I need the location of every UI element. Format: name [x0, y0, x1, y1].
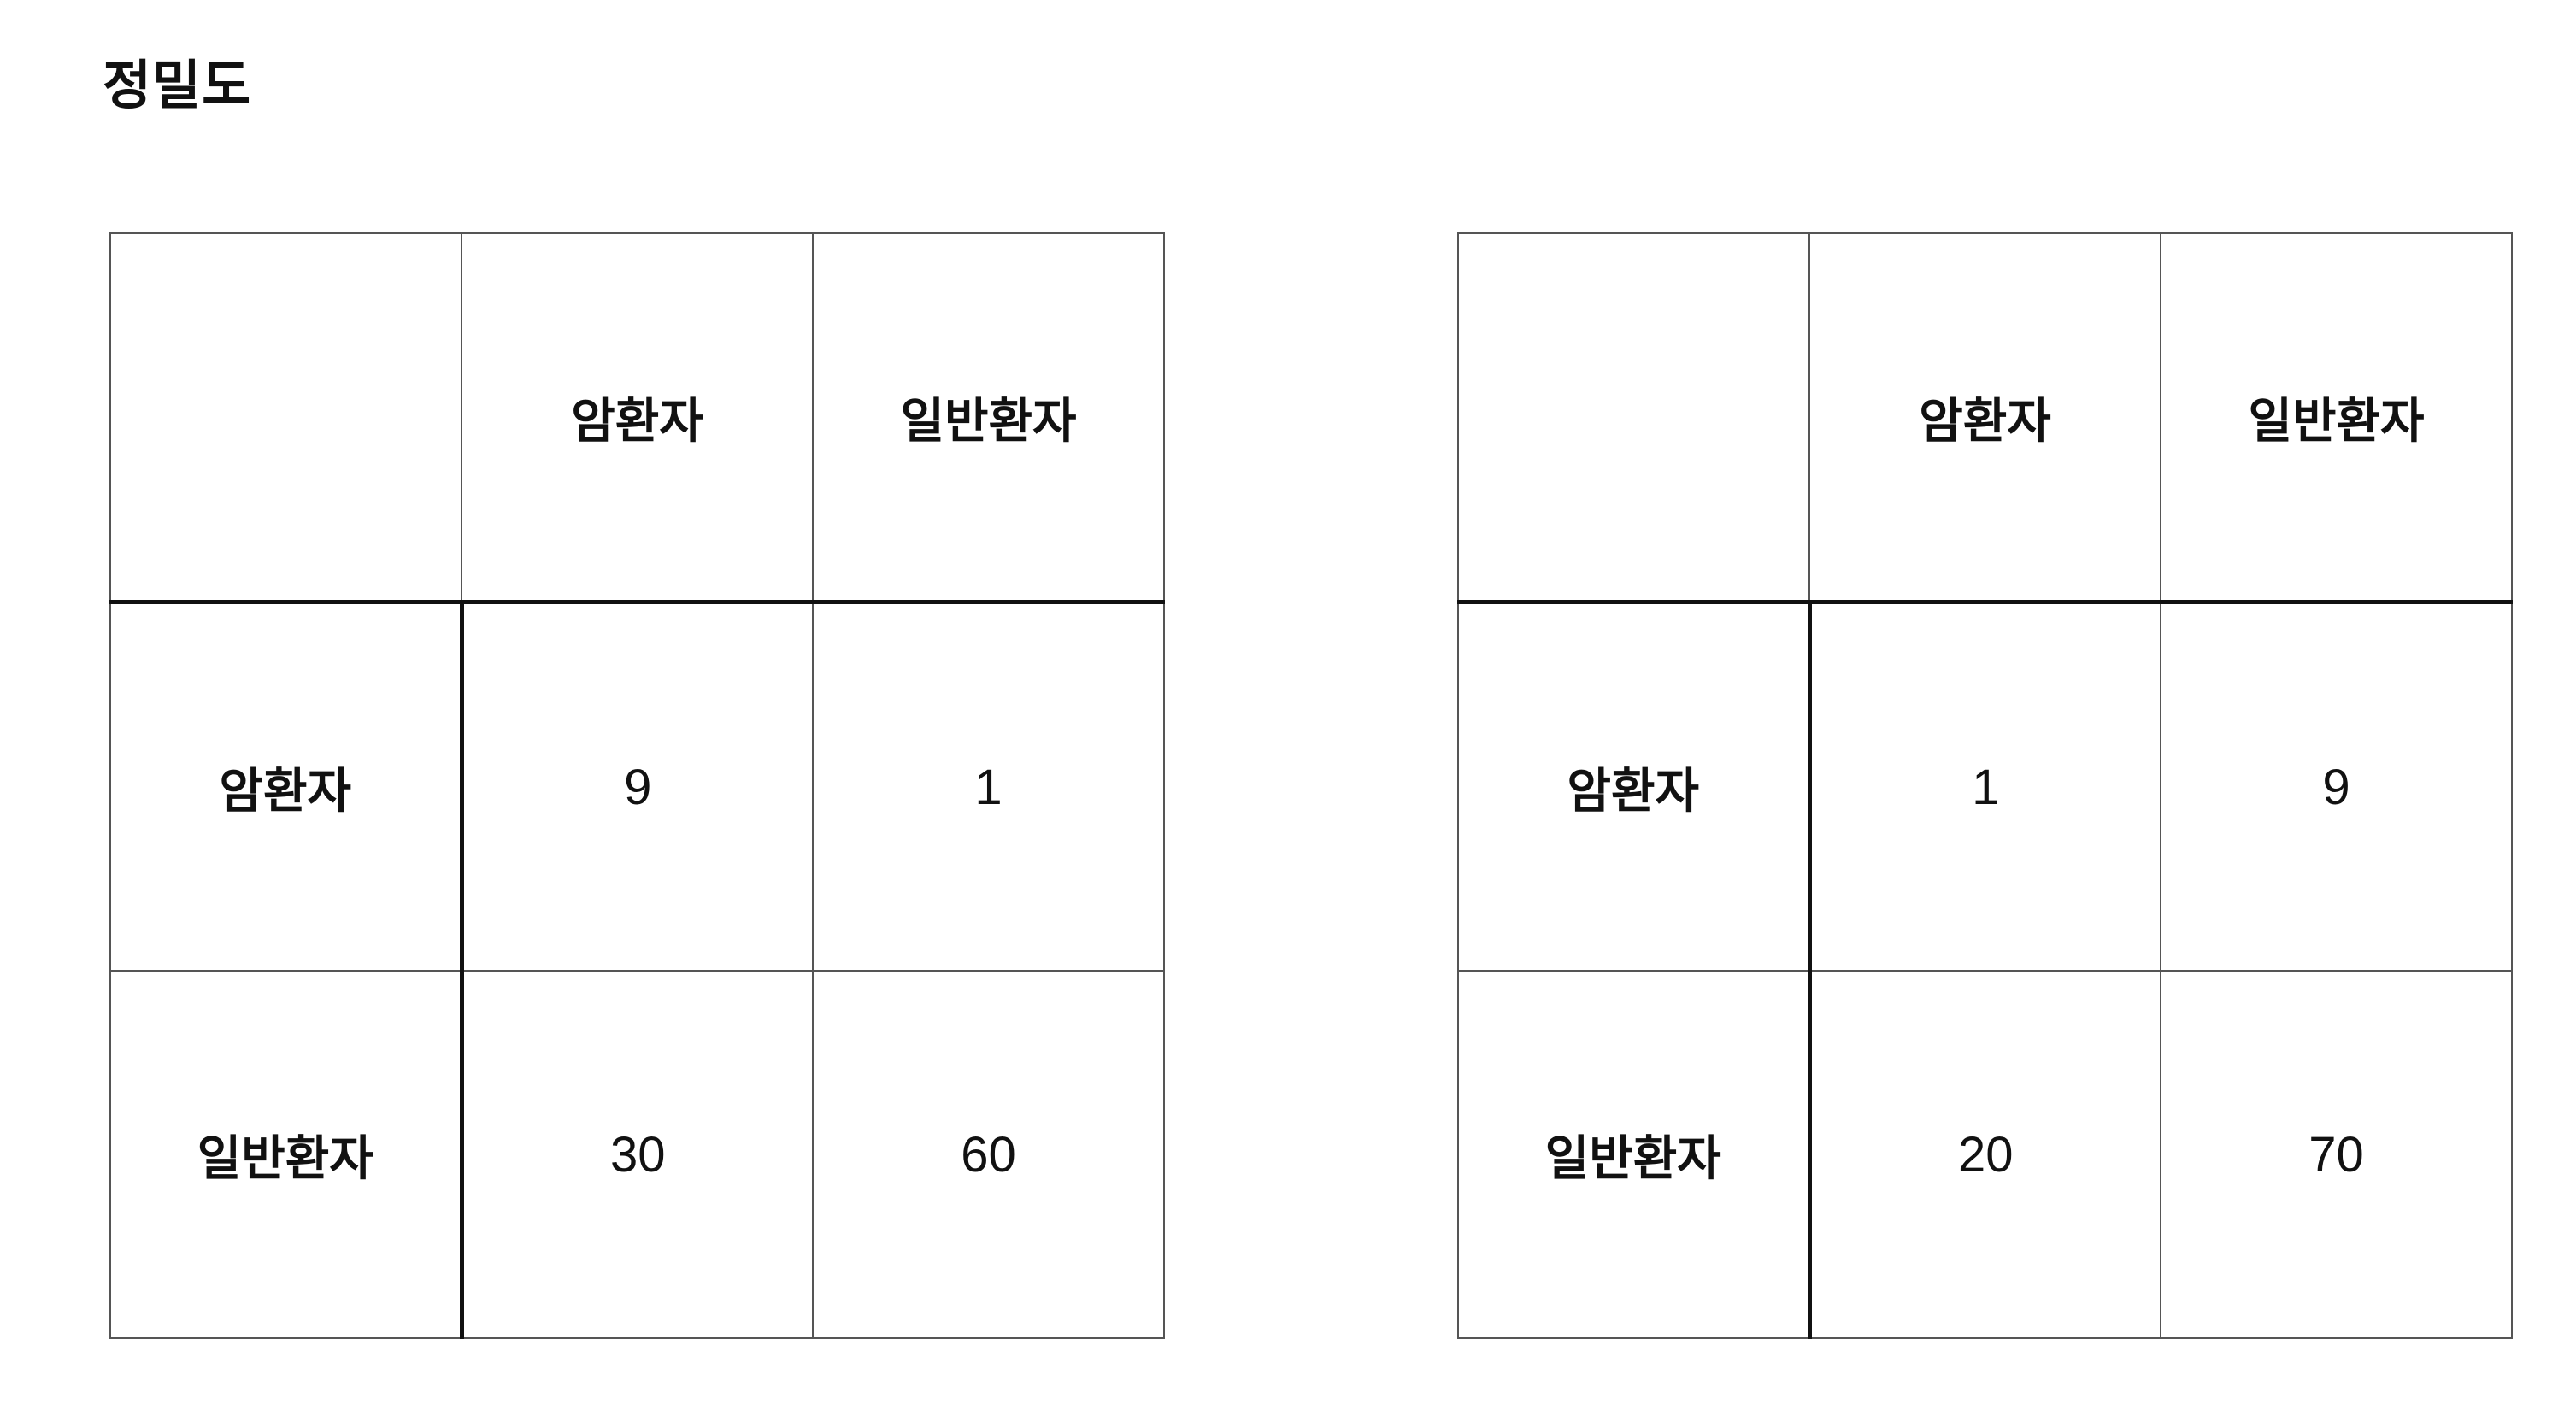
table-row: 암환자 1 9: [1457, 601, 2513, 972]
column-header-normal: 일반환자: [812, 232, 1165, 604]
corner-cell: [1457, 232, 1810, 604]
row-header-cancer: 암환자: [109, 601, 464, 972]
row-header-cancer: 암환자: [1457, 601, 1812, 972]
table-header-row: 암환자 일반환자: [1457, 232, 2513, 604]
table-cell: 60: [812, 970, 1165, 1339]
table-cell: 1: [1808, 601, 2161, 972]
table-row: 일반환자 30 60: [109, 970, 1165, 1339]
table-cell: 1: [812, 601, 1165, 972]
table-row: 암환자 9 1: [109, 601, 1165, 972]
table-header-row: 암환자 일반환자: [109, 232, 1165, 604]
table-cell: 9: [461, 601, 814, 972]
table-cell: 30: [461, 970, 814, 1339]
page-title: 정밀도: [103, 54, 252, 116]
table-cell: 20: [1808, 970, 2161, 1339]
corner-cell: [109, 232, 462, 604]
table-row: 일반환자 20 70: [1457, 970, 2513, 1339]
row-header-normal: 일반환자: [1457, 970, 1812, 1339]
column-header-cancer: 암환자: [461, 232, 814, 604]
table-cell: 9: [2160, 601, 2513, 972]
confusion-matrix-table-1: 암환자 일반환자 암환자 9 1 일반환자 30 60: [109, 232, 1165, 1339]
row-header-normal: 일반환자: [109, 970, 464, 1339]
column-header-cancer: 암환자: [1808, 232, 2161, 604]
column-header-normal: 일반환자: [2160, 232, 2513, 604]
table-cell: 70: [2160, 970, 2513, 1339]
confusion-matrix-table-2: 암환자 일반환자 암환자 1 9 일반환자 20 70: [1457, 232, 2513, 1339]
